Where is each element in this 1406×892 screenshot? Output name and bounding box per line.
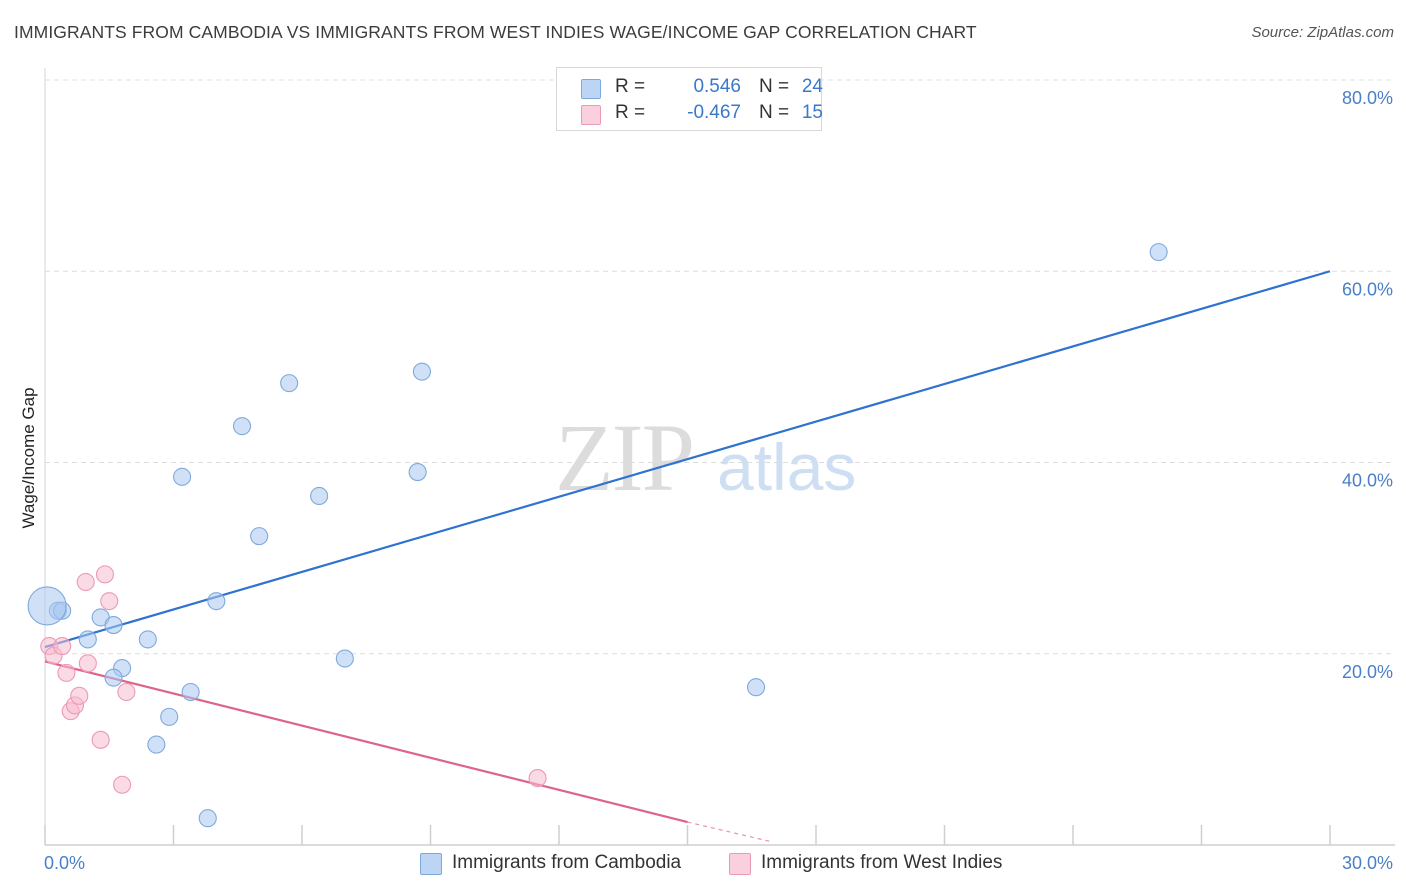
data-point-series-0 [232, 417, 252, 436]
data-point-series-0 [412, 362, 431, 381]
legend-r-label: R = [615, 102, 646, 123]
y-axis-label: Wage/Income Gap [19, 387, 38, 528]
chart-title: IMMIGRANTS FROM CAMBODIA VS IMMIGRANTS F… [14, 22, 977, 42]
legend-swatch-west-indies [581, 105, 601, 125]
trend-lines [44, 270, 1331, 843]
watermark-zip: ZIP [555, 404, 693, 511]
data-point-series-0 [104, 668, 123, 687]
legend-r-value-cambodia: 0.546 [693, 76, 741, 97]
data-point-series-1 [117, 682, 136, 702]
series-legend-label-west-indies: Immigrants from West Indies [761, 852, 1003, 873]
data-point-series-0 [335, 649, 354, 668]
y-tick-label: 60.0% [1342, 279, 1393, 299]
data-point-series-1 [78, 654, 97, 673]
trend-line-extension-series-1 [687, 821, 774, 843]
data-point-series-1 [70, 686, 89, 705]
legend-r-label: R = [615, 76, 646, 97]
chart-source: Source: ZipAtlas.com [1251, 24, 1394, 41]
data-point-series-1 [76, 572, 95, 592]
series-legend-label-cambodia: Immigrants from Cambodia [452, 852, 682, 873]
data-point-series-0 [408, 463, 427, 482]
y-tick-label: 20.0% [1342, 662, 1393, 682]
data-point-series-1 [91, 730, 110, 749]
data-point-series-0 [181, 682, 200, 702]
data-point-series-0 [160, 707, 179, 726]
x-tick-label-min: 0.0% [44, 853, 85, 873]
y-tick-label: 40.0% [1342, 471, 1393, 491]
data-points [27, 243, 1168, 828]
tick-labels: 20.0% 40.0% 60.0% 80.0% 0.0% 30.0% [44, 88, 1393, 873]
data-point-series-0 [27, 586, 67, 626]
watermark-atlas: atlas [717, 430, 856, 504]
series-legend-swatch-west-indies [729, 853, 751, 875]
data-point-series-0 [280, 374, 299, 393]
data-point-series-0 [147, 735, 166, 754]
legend-n-value-cambodia: 24 [801, 76, 823, 97]
legend-swatch-cambodia [581, 79, 601, 99]
gridlines [45, 79, 1395, 655]
data-point-series-0 [310, 486, 329, 506]
y-tick-label: 80.0% [1342, 88, 1393, 108]
series-legend-swatch-cambodia [420, 853, 442, 875]
data-point-series-0 [138, 630, 157, 649]
axes [44, 68, 1395, 846]
correlation-legend: R = 0.546 N = 24 R = -0.467 N = 15 [556, 67, 823, 131]
trend-line-series-0 [44, 270, 1331, 649]
data-point-series-1 [100, 592, 119, 611]
legend-n-label: N = [759, 76, 790, 97]
legend-r-value-west-indies: -0.467 [687, 102, 741, 123]
data-point-series-1 [528, 769, 547, 788]
data-point-series-0 [250, 527, 269, 546]
data-point-series-0 [198, 809, 217, 828]
data-point-series-1 [95, 565, 115, 584]
data-point-series-1 [113, 775, 132, 794]
data-point-series-0 [78, 630, 97, 649]
legend-n-value-west-indies: 15 [801, 102, 823, 123]
data-point-series-1 [53, 637, 72, 656]
data-point-series-0 [746, 678, 766, 697]
trend-line-series-1 [44, 660, 688, 824]
legend-n-label: N = [759, 102, 790, 123]
data-point-series-0 [207, 592, 226, 611]
x-tick-label-max: 30.0% [1342, 853, 1393, 873]
data-point-series-0 [173, 467, 192, 486]
data-point-series-1 [57, 663, 76, 682]
data-point-series-0 [1149, 243, 1168, 262]
data-point-series-0 [104, 616, 123, 635]
